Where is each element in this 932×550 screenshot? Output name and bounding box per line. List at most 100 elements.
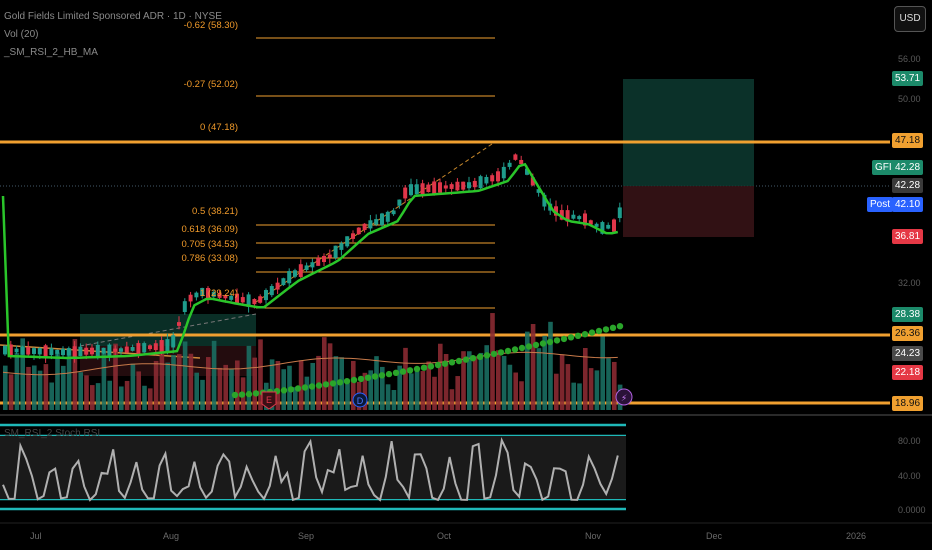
candle bbox=[252, 299, 257, 305]
candle bbox=[258, 296, 263, 303]
volume-bar bbox=[525, 331, 530, 410]
trend-dot bbox=[308, 383, 316, 390]
volume-bar bbox=[130, 363, 136, 410]
rsi-axis-tick: 40.00 bbox=[898, 471, 921, 481]
candle bbox=[95, 344, 100, 357]
volume-bar bbox=[304, 376, 310, 410]
volume-bar bbox=[78, 372, 83, 410]
volume-bar bbox=[258, 339, 263, 410]
currency-button[interactable]: USD bbox=[894, 6, 926, 32]
candle bbox=[577, 216, 582, 220]
volume-bar bbox=[124, 380, 130, 410]
fib-label: -0.27 (52.02) bbox=[183, 79, 238, 90]
candle bbox=[443, 185, 448, 189]
rsi-axis-tick: 80.00 bbox=[898, 436, 921, 446]
candle bbox=[182, 301, 187, 313]
trend-dot bbox=[588, 329, 596, 336]
volume-indicator-label[interactable]: Vol (20) bbox=[4, 29, 39, 40]
volume-bar bbox=[612, 361, 617, 410]
candle bbox=[177, 322, 181, 326]
candle bbox=[496, 171, 500, 182]
candle bbox=[72, 346, 77, 357]
candle bbox=[200, 287, 205, 297]
fib-label: 0.618 (36.09) bbox=[181, 224, 238, 235]
post-market-tag: Post bbox=[867, 197, 894, 212]
volume-bar bbox=[577, 383, 582, 410]
candle bbox=[490, 175, 495, 182]
candle bbox=[153, 343, 158, 351]
trend-dot bbox=[231, 391, 239, 399]
candle bbox=[188, 294, 193, 302]
price-axis-tick: 56.00 bbox=[898, 54, 921, 64]
rsi-indicator-label[interactable]: _SM_RSI_2_HB_MA bbox=[4, 47, 98, 58]
trend-dot bbox=[343, 378, 351, 385]
volume-bar bbox=[142, 385, 147, 410]
trend-dot bbox=[322, 381, 330, 388]
candle bbox=[409, 184, 413, 196]
volume-bar bbox=[194, 372, 199, 410]
volume-bar bbox=[461, 351, 466, 410]
candle bbox=[414, 184, 419, 195]
volume-bar bbox=[467, 351, 472, 410]
dividend-marker[interactable]: D bbox=[352, 392, 368, 408]
volume-bar bbox=[380, 366, 385, 410]
volume-bar bbox=[229, 368, 234, 410]
price-tag-support: 26.36 bbox=[892, 326, 924, 341]
volume-bar bbox=[153, 360, 159, 410]
candle bbox=[478, 176, 483, 189]
candle bbox=[513, 154, 518, 160]
fib-label: 0 (47.18) bbox=[199, 122, 238, 133]
time-axis-label: Aug bbox=[163, 531, 180, 541]
volume-bar bbox=[600, 336, 605, 410]
candle bbox=[90, 347, 94, 355]
volume-bar bbox=[32, 365, 37, 410]
trend-dot bbox=[392, 369, 400, 376]
long-position-profit-zone[interactable] bbox=[623, 79, 754, 186]
candle bbox=[542, 194, 547, 207]
volume-bar bbox=[554, 373, 559, 410]
trend-dot bbox=[245, 390, 253, 398]
volume-bar bbox=[327, 343, 333, 410]
long-position-loss-zone[interactable] bbox=[623, 186, 754, 237]
candle bbox=[293, 270, 297, 277]
volume-bar bbox=[409, 373, 414, 410]
time-axis-label: Oct bbox=[437, 531, 452, 541]
trend-dot bbox=[532, 341, 540, 349]
trend-dot bbox=[462, 356, 470, 363]
trend-dot bbox=[413, 365, 421, 373]
candle bbox=[426, 184, 431, 193]
news-marker[interactable]: ⚡ bbox=[615, 388, 633, 406]
volume-bar bbox=[455, 376, 460, 410]
fib-retracement[interactable] bbox=[256, 37, 495, 309]
volume-bar bbox=[188, 353, 194, 410]
volume-bar bbox=[420, 371, 426, 410]
candle bbox=[287, 271, 292, 284]
candle bbox=[235, 293, 239, 304]
candle bbox=[130, 347, 135, 351]
earnings-marker[interactable]: E bbox=[261, 391, 277, 410]
price-axis-tick: 50.00 bbox=[898, 94, 921, 104]
candle bbox=[571, 214, 576, 219]
trend-dot bbox=[595, 327, 603, 335]
candle bbox=[507, 162, 512, 167]
time-axis-label: Nov bbox=[585, 531, 602, 541]
trend-dot bbox=[483, 352, 491, 359]
trend-dot bbox=[329, 380, 337, 387]
candle bbox=[14, 348, 19, 353]
trend-dot bbox=[336, 379, 344, 386]
candle bbox=[124, 346, 129, 353]
trend-dot bbox=[371, 373, 379, 380]
volume-bar bbox=[246, 345, 252, 410]
candle bbox=[304, 265, 309, 270]
volume-bar bbox=[496, 350, 501, 410]
volume-bar bbox=[165, 362, 170, 410]
trend-dot bbox=[385, 370, 393, 378]
volume-bar bbox=[362, 372, 368, 410]
trend-dot bbox=[238, 391, 246, 398]
volume-bar bbox=[269, 359, 275, 410]
price-axis-tick: 32.00 bbox=[898, 278, 921, 288]
volume-bar bbox=[148, 388, 153, 410]
trend-dot bbox=[357, 375, 365, 383]
candle bbox=[391, 210, 396, 215]
